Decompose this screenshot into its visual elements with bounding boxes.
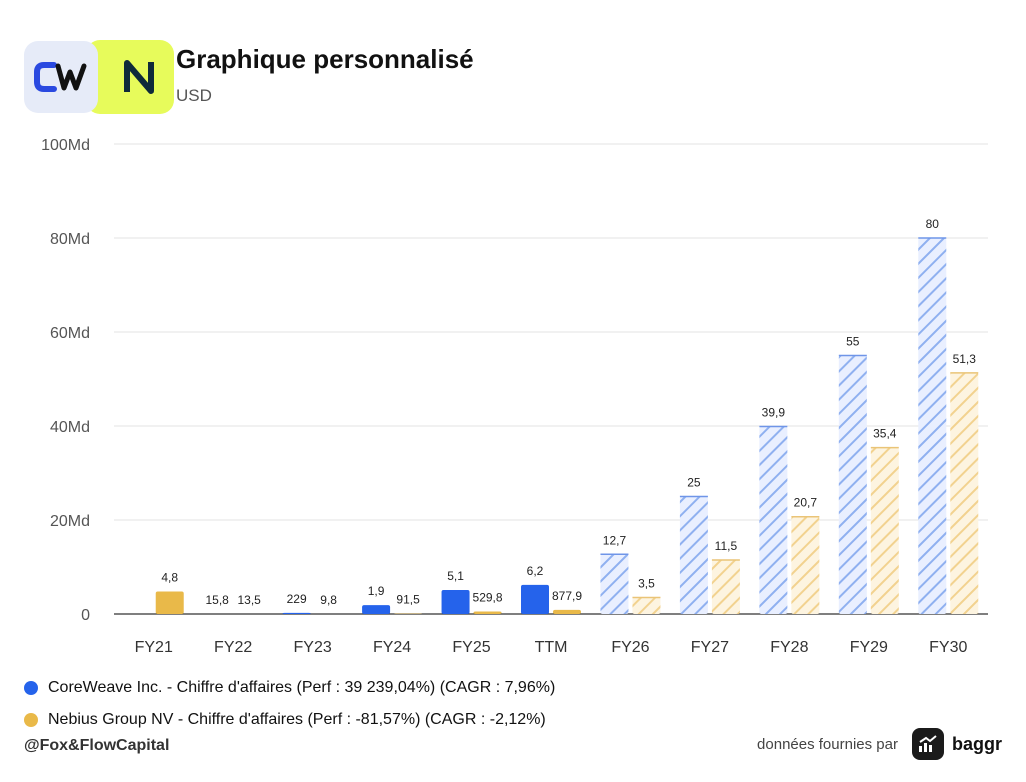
data-label: 6,2: [527, 564, 544, 578]
y-tick-label: 40Md: [50, 419, 90, 436]
bar-coreweave-fy27[interactable]: [679, 496, 708, 615]
legend-item-nebius[interactable]: Nebius Group NV - Chiffre d'affaires (Pe…: [24, 704, 555, 736]
data-label: 35,4: [873, 427, 897, 441]
bar-nebius-fy26[interactable]: [632, 597, 661, 614]
data-label: 1,9: [368, 584, 385, 598]
y-tick-label: 100Md: [41, 137, 90, 154]
nebius-logo: [86, 40, 174, 114]
chart-subtitle: USD: [176, 86, 212, 105]
coreweave-logo: [24, 41, 98, 113]
x-tick-label: FY24: [373, 639, 411, 656]
legend-item-coreweave[interactable]: CoreWeave Inc. - Chiffre d'affaires (Per…: [24, 672, 555, 704]
x-tick-label: FY21: [135, 639, 173, 656]
baggr-chart-icon: [911, 728, 944, 760]
x-tick-label: FY22: [214, 639, 252, 656]
chart-legend: CoreWeave Inc. - Chiffre d'affaires (Per…: [24, 672, 555, 736]
data-label: 20,7: [794, 496, 818, 510]
author-handle: @Fox&FlowCapital: [24, 737, 170, 754]
bar-nebius-fy27[interactable]: [711, 559, 740, 614]
data-label: 4,8: [161, 570, 178, 584]
data-label: 55: [846, 335, 860, 349]
bar-coreweave-ttm[interactable]: [521, 584, 549, 614]
legend-label-nebius: Nebius Group NV - Chiffre d'affaires (Pe…: [48, 711, 546, 728]
data-label: 229: [287, 592, 307, 606]
bar-nebius-ttm[interactable]: [553, 609, 581, 614]
data-label: 9,8: [320, 593, 337, 607]
data-label: 91,5: [396, 593, 420, 607]
bar-nebius-fy30[interactable]: [950, 372, 979, 614]
x-tick-label: FY29: [850, 639, 888, 656]
data-label: 5,1: [447, 569, 464, 583]
data-label: 529,8: [473, 591, 503, 605]
data-label: 11,5: [715, 539, 738, 553]
source-text: données fournies par: [757, 735, 898, 753]
y-tick-label: 0: [81, 607, 90, 624]
data-label: 877,9: [552, 589, 582, 603]
data-label: 39,9: [762, 405, 786, 419]
y-tick-label: 80Md: [50, 231, 90, 248]
data-label: 15,8: [206, 593, 230, 607]
bar-coreweave-fy29[interactable]: [838, 355, 867, 615]
bar-nebius-fy25[interactable]: [473, 611, 502, 614]
x-tick-label: FY27: [691, 639, 729, 656]
data-label: 51,3: [953, 352, 977, 366]
x-tick-label: FY23: [294, 639, 332, 656]
bar-coreweave-fy26[interactable]: [600, 554, 629, 614]
x-tick-label: FY28: [770, 639, 808, 656]
legend-dot-coreweave: [24, 681, 38, 695]
data-label: 80: [926, 217, 940, 231]
company-logos: [24, 40, 174, 116]
bar-nebius-fy28[interactable]: [791, 516, 820, 614]
y-tick-label: 20Md: [50, 513, 90, 530]
bar-coreweave-fy28[interactable]: [759, 426, 788, 614]
y-tick-label: 60Md: [50, 325, 90, 342]
chart-title: Graphique personnalisé: [176, 44, 474, 74]
x-tick-label: TTM: [535, 639, 568, 656]
bar-coreweave-fy25[interactable]: [441, 590, 470, 614]
data-label: 3,5: [638, 577, 655, 591]
bar-chart: 4,8 15,8 13,5 229 9,8 1,9 91,5 5,1 529,8 6,2 877,9…: [41, 137, 988, 656]
bar-coreweave-fy23[interactable]: [282, 612, 311, 614]
bar-coreweave-fy24[interactable]: [362, 605, 391, 614]
x-tick-label: FY25: [452, 639, 490, 656]
bar-nebius-fy21[interactable]: [155, 591, 184, 614]
data-label: 12,7: [603, 533, 627, 547]
data-label: 25: [687, 476, 701, 490]
data-label: 13,5: [238, 593, 262, 607]
x-tick-label: FY30: [929, 639, 967, 656]
bar-coreweave-fy30[interactable]: [918, 238, 947, 614]
legend-label-coreweave: CoreWeave Inc. - Chiffre d'affaires (Per…: [48, 679, 556, 696]
x-tick-label: FY26: [611, 639, 649, 656]
baggr-brand: baggr: [951, 733, 1002, 754]
legend-dot-nebius: [24, 713, 38, 727]
bar-nebius-fy29[interactable]: [870, 447, 899, 614]
data-source: données fournies par baggr: [757, 728, 1002, 760]
